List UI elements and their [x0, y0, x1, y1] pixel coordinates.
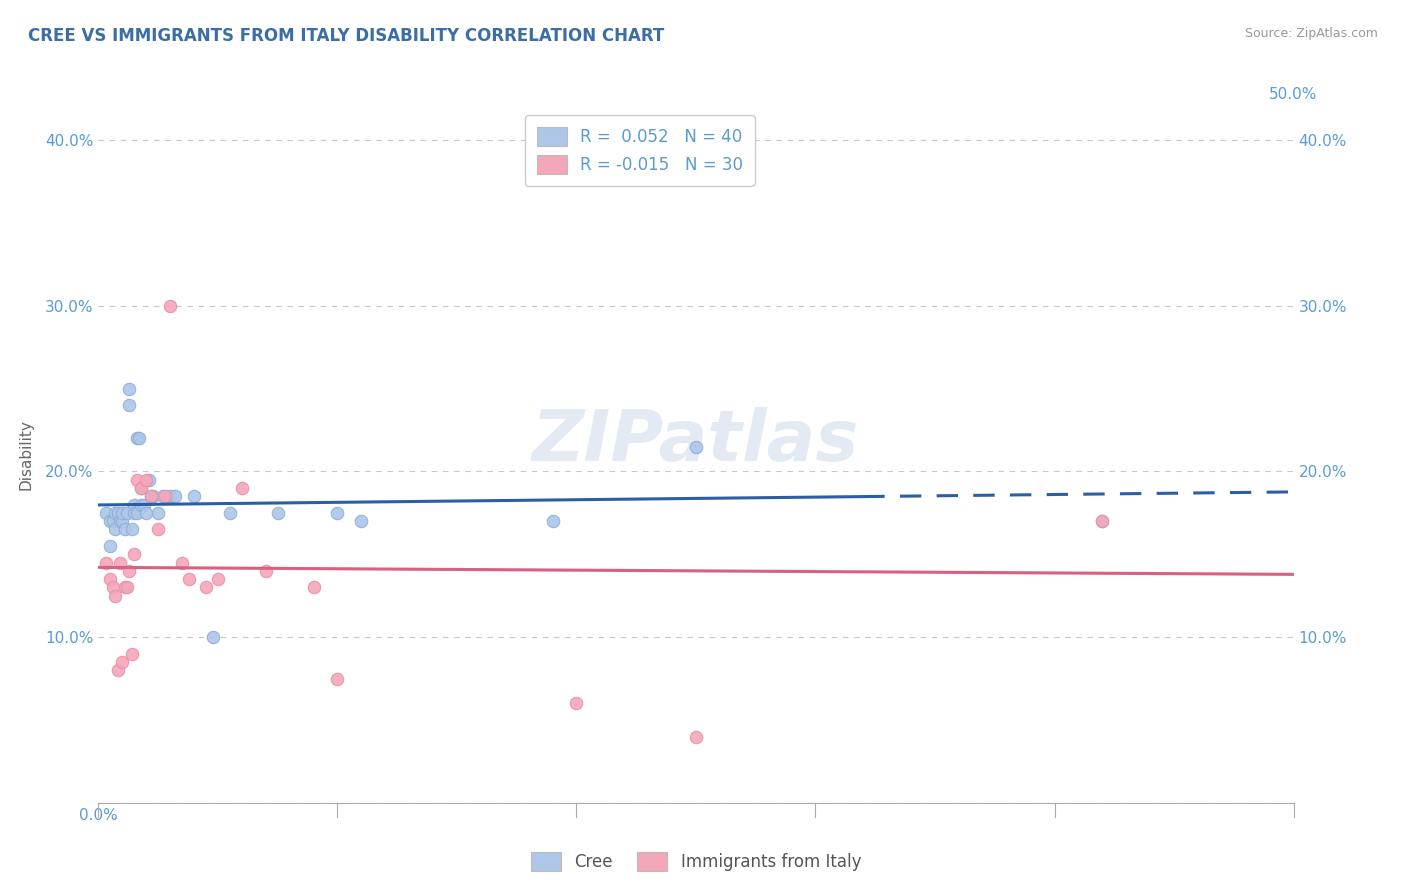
- Point: [194, 581, 218, 595]
- Point: [94, 556, 117, 570]
- Point: [124, 547, 146, 561]
- Point: [98, 539, 122, 553]
- Point: [131, 498, 153, 512]
- Point: [128, 431, 150, 445]
- Text: ZIPatlas: ZIPatlas: [533, 407, 859, 475]
- Point: [326, 672, 349, 686]
- Point: [219, 506, 242, 520]
- Point: [267, 506, 290, 520]
- Point: [159, 489, 181, 503]
- Point: [115, 506, 138, 520]
- Point: [104, 523, 127, 537]
- Point: [541, 514, 564, 528]
- Point: [121, 647, 143, 661]
- Point: [302, 581, 325, 595]
- Point: [685, 730, 707, 744]
- Point: [202, 630, 225, 644]
- Point: [118, 382, 141, 396]
- Point: [124, 506, 146, 520]
- Point: [685, 440, 707, 454]
- Point: [138, 473, 160, 487]
- Point: [114, 523, 136, 537]
- Point: [139, 489, 162, 503]
- Point: [121, 523, 143, 537]
- Point: [350, 514, 373, 528]
- Point: [179, 572, 201, 586]
- Point: [125, 431, 148, 445]
- Point: [148, 506, 170, 520]
- Point: [1091, 514, 1114, 528]
- Point: [101, 581, 124, 595]
- Point: [152, 489, 174, 503]
- Point: [118, 398, 141, 412]
- Point: [111, 655, 134, 669]
- Point: [132, 498, 155, 512]
- Point: [163, 489, 186, 503]
- Point: [125, 506, 148, 520]
- Point: [1091, 514, 1114, 528]
- Point: [107, 663, 129, 677]
- Point: [131, 481, 153, 495]
- Point: [114, 581, 136, 595]
- Point: [111, 506, 134, 520]
- Point: [155, 489, 177, 503]
- Point: [254, 564, 277, 578]
- Point: [101, 514, 124, 528]
- Point: [115, 581, 138, 595]
- Point: [125, 473, 148, 487]
- Point: [183, 489, 205, 503]
- Point: [124, 498, 146, 512]
- Point: [172, 556, 194, 570]
- Point: [98, 572, 122, 586]
- Point: [207, 572, 229, 586]
- Point: [142, 489, 165, 503]
- Point: [118, 564, 141, 578]
- Text: Source: ZipAtlas.com: Source: ZipAtlas.com: [1244, 27, 1378, 40]
- Point: [108, 556, 131, 570]
- Point: [159, 299, 181, 313]
- Point: [107, 506, 129, 520]
- Point: [139, 489, 162, 503]
- Point: [231, 481, 253, 495]
- Point: [135, 473, 157, 487]
- Y-axis label: Disability: Disability: [18, 419, 34, 491]
- Point: [326, 506, 349, 520]
- Point: [98, 514, 122, 528]
- Legend: Cree, Immigrants from Italy: Cree, Immigrants from Italy: [524, 846, 868, 878]
- Point: [104, 589, 127, 603]
- Text: CREE VS IMMIGRANTS FROM ITALY DISABILITY CORRELATION CHART: CREE VS IMMIGRANTS FROM ITALY DISABILITY…: [28, 27, 665, 45]
- Point: [108, 514, 131, 528]
- Point: [135, 506, 157, 520]
- Point: [104, 506, 127, 520]
- Point: [111, 514, 134, 528]
- Point: [131, 481, 153, 495]
- Point: [94, 506, 117, 520]
- Point: [565, 697, 588, 711]
- Point: [148, 523, 170, 537]
